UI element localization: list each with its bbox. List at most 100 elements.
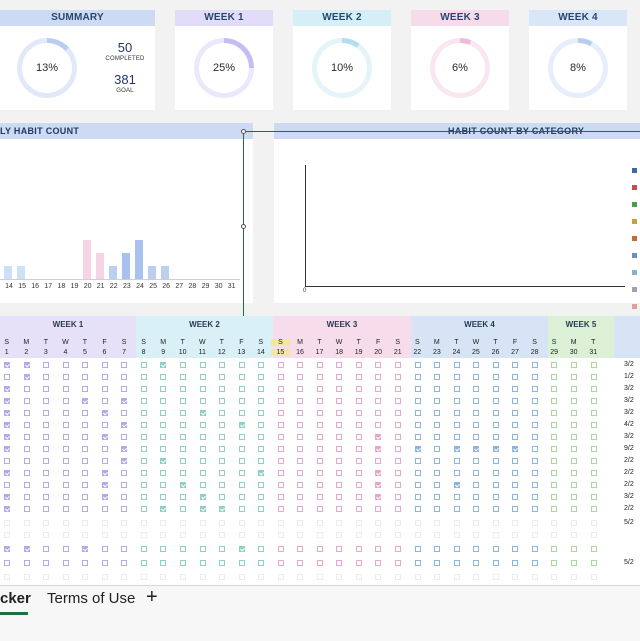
habit-checkbox[interactable] — [101, 446, 108, 452]
habit-checkbox[interactable] — [121, 410, 128, 416]
habit-checkbox[interactable] — [531, 520, 538, 526]
habit-checkbox[interactable] — [179, 532, 186, 538]
habit-checkbox[interactable] — [277, 470, 284, 476]
habit-checkbox[interactable] — [121, 520, 128, 526]
habit-checkbox[interactable] — [375, 506, 382, 512]
habit-checkbox[interactable] — [551, 374, 558, 380]
habit-checkbox[interactable] — [82, 434, 89, 440]
habit-checkbox[interactable] — [590, 574, 597, 580]
habit-checkbox[interactable] — [297, 506, 304, 512]
habit-checkbox[interactable] — [140, 574, 147, 580]
habit-checkbox[interactable] — [590, 422, 597, 428]
habit-checkbox[interactable] — [258, 410, 265, 416]
habit-checkbox[interactable] — [4, 386, 10, 392]
habit-checkbox[interactable] — [199, 494, 206, 500]
habit-checkbox[interactable] — [258, 574, 265, 580]
habit-checkbox[interactable] — [570, 482, 577, 488]
habit-checkbox[interactable] — [316, 458, 323, 464]
habit-checkbox[interactable] — [199, 434, 206, 440]
habit-checkbox[interactable] — [355, 458, 362, 464]
habit-checkbox[interactable] — [570, 410, 577, 416]
habit-checkbox[interactable] — [355, 446, 362, 452]
habit-checkbox[interactable] — [258, 546, 265, 552]
habit-checkbox[interactable] — [121, 470, 128, 476]
habit-checkbox[interactable] — [336, 386, 343, 392]
habit-checkbox[interactable] — [414, 560, 421, 566]
habit-checkbox[interactable] — [23, 470, 30, 476]
add-sheet-button[interactable]: + — [146, 586, 158, 608]
habit-checkbox[interactable] — [473, 386, 480, 392]
habit-checkbox[interactable] — [179, 546, 186, 552]
habit-checkbox[interactable] — [316, 446, 323, 452]
habit-checkbox[interactable] — [179, 574, 186, 580]
habit-checkbox[interactable] — [4, 374, 10, 380]
habit-checkbox[interactable] — [531, 398, 538, 404]
habit-checkbox[interactable] — [453, 374, 460, 380]
habit-checkbox[interactable] — [82, 374, 89, 380]
habit-checkbox[interactable] — [121, 422, 128, 428]
habit-checkbox[interactable] — [336, 458, 343, 464]
habit-checkbox[interactable] — [316, 386, 323, 392]
habit-checkbox[interactable] — [375, 386, 382, 392]
habit-checkbox[interactable] — [277, 574, 284, 580]
habit-checkbox[interactable] — [512, 546, 519, 552]
habit-checkbox[interactable] — [355, 422, 362, 428]
habit-checkbox[interactable] — [101, 494, 108, 500]
habit-checkbox[interactable] — [101, 398, 108, 404]
habit-checkbox[interactable] — [238, 482, 245, 488]
habit-checkbox[interactable] — [101, 386, 108, 392]
habit-checkbox[interactable] — [570, 398, 577, 404]
habit-checkbox[interactable] — [4, 520, 10, 526]
habit-checkbox[interactable] — [434, 410, 441, 416]
habit-checkbox[interactable] — [336, 546, 343, 552]
habit-checkbox[interactable] — [140, 398, 147, 404]
habit-checkbox[interactable] — [82, 546, 89, 552]
habit-checkbox[interactable] — [179, 470, 186, 476]
habit-checkbox[interactable] — [492, 546, 499, 552]
habit-checkbox[interactable] — [355, 494, 362, 500]
habit-checkbox[interactable] — [512, 560, 519, 566]
habit-checkbox[interactable] — [375, 410, 382, 416]
habit-checkbox[interactable] — [160, 434, 167, 440]
habit-checkbox[interactable] — [140, 386, 147, 392]
habit-checkbox[interactable] — [336, 482, 343, 488]
habit-checkbox[interactable] — [121, 362, 128, 368]
habit-checkbox[interactable] — [219, 560, 226, 566]
habit-checkbox[interactable] — [316, 560, 323, 566]
habit-checkbox[interactable] — [199, 546, 206, 552]
habit-checkbox[interactable] — [395, 446, 401, 452]
habit-checkbox[interactable] — [121, 374, 128, 380]
habit-checkbox[interactable] — [43, 458, 50, 464]
habit-checkbox[interactable] — [121, 532, 128, 538]
habit-checkbox[interactable] — [101, 546, 108, 552]
habit-checkbox[interactable] — [453, 482, 460, 488]
habit-checkbox[interactable] — [140, 520, 147, 526]
habit-checkbox[interactable] — [23, 398, 30, 404]
habit-checkbox[interactable] — [316, 434, 323, 440]
habit-checkbox[interactable] — [512, 434, 519, 440]
habit-checkbox[interactable] — [101, 434, 108, 440]
habit-checkbox[interactable] — [43, 520, 50, 526]
habit-checkbox[interactable] — [375, 434, 382, 440]
habit-checkbox[interactable] — [336, 422, 343, 428]
habit-checkbox[interactable] — [121, 494, 128, 500]
habit-checkbox[interactable] — [531, 410, 538, 416]
habit-checkbox[interactable] — [316, 470, 323, 476]
habit-checkbox[interactable] — [238, 470, 245, 476]
habit-checkbox[interactable] — [43, 470, 50, 476]
habit-checkbox[interactable] — [219, 494, 226, 500]
habit-checkbox[interactable] — [277, 560, 284, 566]
habit-checkbox[interactable] — [590, 410, 597, 416]
habit-checkbox[interactable] — [101, 520, 108, 526]
habit-checkbox[interactable] — [277, 532, 284, 538]
habit-checkbox[interactable] — [316, 506, 323, 512]
habit-checkbox[interactable] — [258, 482, 265, 488]
habit-checkbox[interactable] — [277, 386, 284, 392]
habit-checkbox[interactable] — [531, 374, 538, 380]
habit-checkbox[interactable] — [82, 482, 89, 488]
category-chart-card[interactable]: HABIT COUNT BY CATEGORY 0 — [274, 123, 640, 309]
habit-checkbox[interactable] — [453, 434, 460, 440]
habit-checkbox[interactable] — [551, 546, 558, 552]
habit-checkbox[interactable] — [375, 446, 382, 452]
habit-checkbox[interactable] — [570, 560, 577, 566]
